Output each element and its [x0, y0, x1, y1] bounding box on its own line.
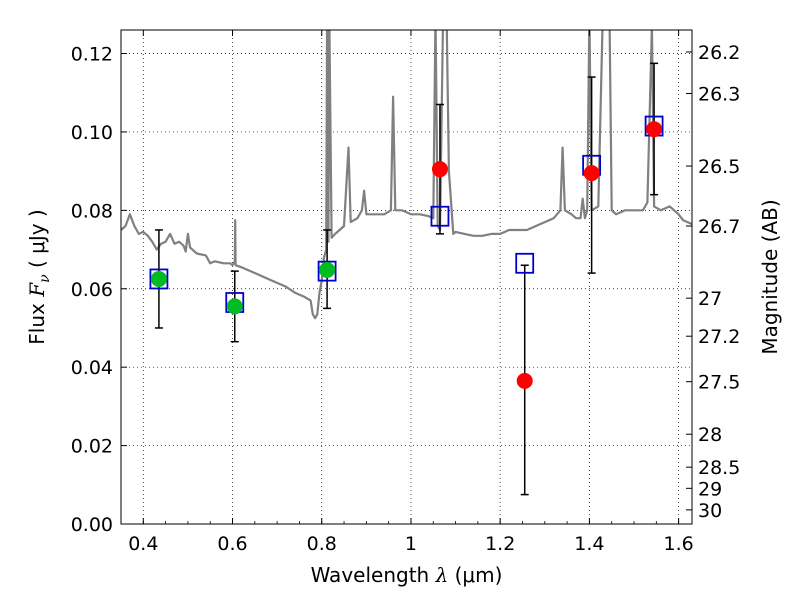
y-tick-label: 0.12: [71, 44, 113, 66]
y-axis-title: Flux Fν ( μJy ): [25, 209, 53, 344]
y-tick-label: 0.02: [71, 436, 113, 458]
y-tick-label: 0.10: [71, 122, 113, 144]
x-axis-title-symbol: λ: [435, 563, 449, 587]
x-tick-label: 1: [405, 533, 417, 555]
y-axis-title-subscript: ν: [37, 274, 53, 283]
model-box: [515, 252, 535, 274]
x-tick-label: 0.6: [217, 533, 247, 555]
x-tick-label: 0.4: [128, 533, 158, 555]
y-axis-title-suffix: ( μJy ): [25, 209, 49, 274]
observed-point: [226, 298, 243, 315]
y-axis-title-prefix: Flux: [25, 297, 49, 345]
observed-point: [431, 161, 448, 178]
magnitude-tick-label: 27.2: [698, 326, 740, 348]
plot-frame: [120, 29, 693, 525]
x-tick-label: 1.2: [485, 533, 515, 555]
magnitude-tick-label: 26.2: [698, 42, 740, 64]
y-tick-label: 0.00: [71, 514, 113, 536]
model-box: [430, 205, 450, 227]
observed-point: [583, 165, 600, 182]
observed-point: [150, 270, 167, 287]
y-tick-label: 0.08: [71, 200, 113, 222]
magnitude-tick-label: 26.3: [698, 84, 740, 106]
magnitude-tick-label: 26.5: [698, 156, 740, 178]
magnitude-tick-label: 27.5: [698, 372, 740, 394]
magnitude-tick-label: 28.5: [698, 457, 740, 479]
magnitude-tick-label: 27: [698, 288, 722, 310]
observed-point: [319, 261, 336, 278]
x-tick-label: 1.4: [574, 533, 604, 555]
magnitude-axis-title: Magnitude (AB): [758, 199, 782, 354]
x-axis-title-suffix: (μm): [448, 563, 502, 587]
x-tick-label: 1.6: [664, 533, 694, 555]
x-axis-title-prefix: Wavelength: [311, 563, 436, 587]
y-axis-title-symbol: F: [25, 282, 49, 298]
x-tick-label: 0.8: [307, 533, 337, 555]
y-tick-label: 0.04: [71, 357, 113, 379]
magnitude-tick-label: 28: [698, 424, 722, 446]
observed-point: [646, 121, 663, 138]
magnitude-tick-label: 30: [698, 500, 722, 522]
model-box: [317, 260, 337, 282]
magnitude-tick-label: 29: [698, 478, 722, 500]
observed-point: [516, 372, 533, 389]
y-tick-label: 0.06: [71, 279, 113, 301]
x-axis-title: Wavelength λ (μm): [311, 563, 503, 587]
observed-points: [150, 121, 663, 389]
magnitude-tick-label: 26.7: [698, 216, 740, 238]
model-box: [149, 268, 169, 290]
axis-ticks: 0.4 0.6 0.8 1 1.2 1.4 1.6 0.00 0.02 0.04 0.06 0.08 0…: [71, 30, 740, 555]
